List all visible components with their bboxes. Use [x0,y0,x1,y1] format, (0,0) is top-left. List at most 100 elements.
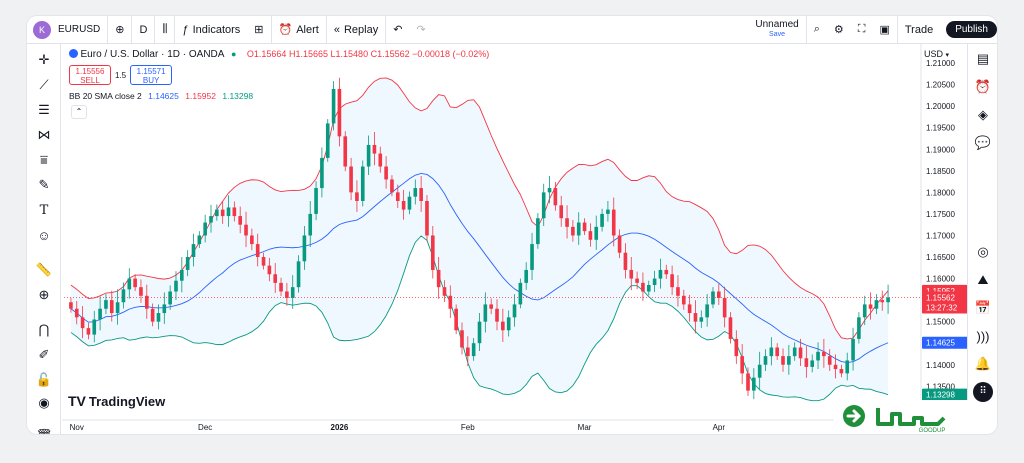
candle-body [501,321,505,331]
candle-body [290,287,295,298]
candle-body [705,304,709,318]
crosshair-tool[interactable]: ✛ [33,50,55,70]
goodup-sub: GOODUP [919,428,946,434]
candle-body [378,153,383,167]
chat-icon: 💬 [974,135,992,150]
fullscreen-button[interactable]: ⛶ [851,16,873,43]
candle-body [203,222,207,236]
user-avatar[interactable]: K [33,20,51,39]
calendar-icon: 📅 [974,300,992,315]
scripts-button[interactable]: ⛰ [972,270,994,290]
redo-icon: ↷ [416,24,426,36]
symbol-search[interactable]: EURUSD [51,16,107,43]
stay-drawing-tool[interactable]: ✐ [33,345,55,365]
measure-tool[interactable]: 📏 [33,260,55,280]
candle-body [98,308,102,320]
watchlist-button[interactable]: ▤ [972,49,994,69]
tradingview-logo[interactable]: TV TradingView [68,393,165,409]
trade-button[interactable]: Trade [896,16,940,43]
candle-body [687,304,692,314]
goodup-watermark: GOODUP [834,400,974,434]
ideas-button[interactable]: ◎ [972,242,994,262]
candle-body [506,317,511,331]
bollinger-legend[interactable]: BB 20 SMA close 2 1.14625 1.15952 1.1329… [69,91,253,101]
candle-body [296,261,301,288]
interval-button[interactable]: D [131,16,154,43]
candle-body [512,304,517,318]
undo-button[interactable]: ↶ [385,16,409,43]
candle-body [810,360,815,367]
candle-body [775,347,779,357]
candle-body [833,364,838,370]
remove-tool[interactable]: 🗑 [33,426,55,434]
templates-button[interactable]: ⊞ [247,16,270,43]
snapshot-button[interactable]: ▣ [872,16,896,43]
bb-basis-badge-bg [922,336,967,349]
candle-body [740,356,744,374]
chat-button[interactable]: 💬 [972,133,994,153]
buy-button[interactable]: 1.15571 BUY [130,65,173,85]
candle-body [886,297,890,303]
legend-collapse-button[interactable]: ⌃ [71,105,87,119]
candle-body [448,295,453,309]
buy-price: 1.15571 [136,67,166,76]
indicators-button[interactable]: ƒ Indicators [174,16,247,43]
candle-body [559,205,564,219]
candle-body [851,338,855,361]
magnet-tool[interactable]: ⋂ [33,320,55,340]
more-apps-button[interactable]: ⠿ [972,382,994,402]
lines-tool[interactable]: ☰ [33,100,55,120]
brush-tool[interactable]: ✎ [33,175,55,195]
hide-tool[interactable]: ◉ [33,393,55,413]
symbol-label: EURUSD [58,24,101,35]
publish-button[interactable]: Publish [946,21,997,38]
alert-button[interactable]: ⏰ Alert [270,16,326,43]
candle-body [215,209,219,217]
compare-button[interactable]: ⊕ [107,16,131,43]
candle-body [442,287,447,296]
replay-button[interactable]: «Replay [325,16,385,43]
zoom-tool[interactable]: ⊕ [33,285,55,305]
candle-body [495,308,499,322]
candle-body [518,282,523,305]
alerts-panel-button[interactable]: ⏰ [972,77,994,97]
legend-change: −0.00018 (−0.02%) [412,49,490,59]
sell-button[interactable]: 1.15556 SELL [69,65,111,85]
candle-body [191,244,196,258]
lock-tool[interactable]: 🔓 [33,370,55,390]
currency-selector[interactable]: USD ▾ [924,49,949,59]
candle-body [238,216,242,225]
streams-button[interactable]: ))) [972,326,994,346]
settings-button[interactable]: ⚙ [827,16,851,43]
avatar-letter: K [38,24,45,35]
publish-label: Publish [955,24,988,35]
chart-type-button[interactable]: ⫼ [154,16,174,43]
emoji-tool[interactable]: ☺ [33,225,55,245]
tv-logo-icon: TV [68,393,86,409]
quick-search-button[interactable]: ⌕ [805,16,827,43]
notifications-button[interactable]: 🔔 [972,354,994,374]
candle-body [185,257,190,270]
fib-tool[interactable]: ⩸ [33,150,55,170]
candle-body [174,280,178,292]
redo-button[interactable]: ↷ [409,16,432,43]
candle-body [395,192,400,201]
calendar-button[interactable]: 📅 [972,298,994,318]
x-tick-label: 2026 [331,423,349,432]
patterns-tool[interactable]: ⋈ [33,125,55,145]
candle-body [425,200,429,236]
x-tick-label: Apr [713,423,726,432]
pine-icon: ⛰ [977,272,989,287]
price-chart[interactable]: 1.21000 1.20500 1.20000 1.19500 1.19000 1.185… [62,44,967,434]
gear-icon: ⚙ [833,24,844,36]
trendline-tool[interactable]: ⟋ [33,75,55,95]
target-icon: ◎ [977,244,989,259]
candle-body [156,313,161,322]
layout-button[interactable]: Unnamed Save [748,16,805,43]
bb-basis-badge: 1.14625 [926,339,955,348]
candle-body [302,235,307,262]
candle-body [880,300,885,303]
text-tool[interactable]: T [33,200,55,220]
indicators-label: Indicators [192,23,241,36]
object-tree-button[interactable]: ◈ [972,105,994,125]
